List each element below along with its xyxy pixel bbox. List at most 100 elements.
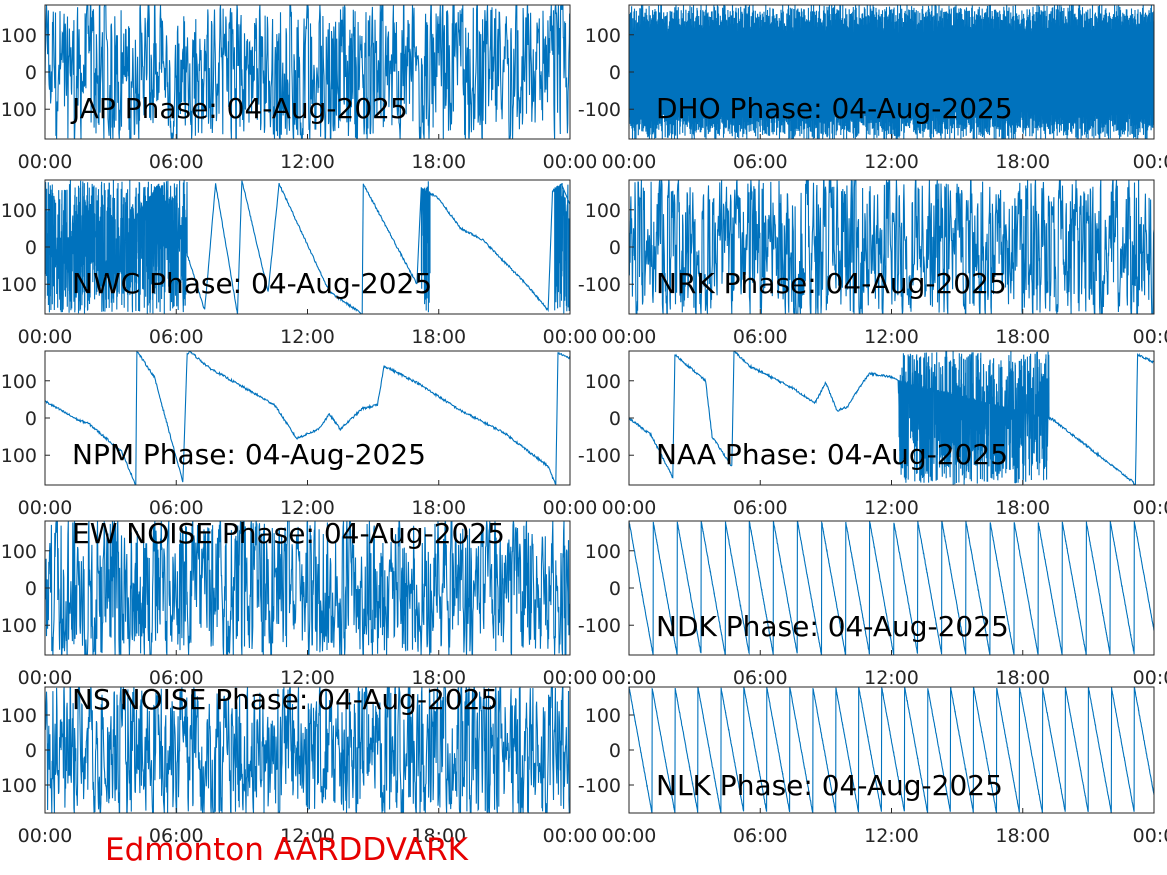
y-tick-label: 100 [1, 705, 37, 727]
x-tick-label: 12:00 [280, 326, 335, 348]
x-tick-label: 00:00 [602, 825, 657, 847]
x-tick-label: 00:00 [543, 326, 598, 348]
y-tick-label: 100 [585, 200, 621, 222]
x-tick-label: 12:00 [280, 151, 335, 173]
y-tick-label: 100 [1, 775, 37, 797]
y-tick-label: 0 [25, 237, 37, 259]
plot-area [45, 351, 570, 485]
panel-title: DHO Phase: 04-Aug-2025 [656, 92, 1013, 125]
phase-series-line [45, 521, 570, 655]
x-tick-label: 12:00 [280, 497, 335, 519]
y-tick-label: -100 [578, 445, 621, 467]
x-tick-label: 18:00 [411, 326, 466, 348]
phase-series-line [45, 351, 570, 485]
y-tick-label: 0 [25, 408, 37, 430]
x-tick-label: 00:0 [1133, 497, 1167, 519]
y-tick-label: 0 [25, 62, 37, 84]
panel-title: NRK Phase: 04-Aug-2025 [656, 267, 1007, 300]
phase-panel: 100 0 -100 00:00 06:00 12:00 18:00 00:0 NLK Phas… [578, 686, 1167, 847]
y-tick-label: 0 [609, 237, 621, 259]
x-tick-label: 00:00 [543, 497, 598, 519]
x-tick-label: 00:00 [602, 326, 657, 348]
x-tick-label: 00:00 [543, 667, 598, 689]
x-tick-label: 00:00 [18, 825, 73, 847]
x-tick-label: 12:00 [864, 151, 919, 173]
panel-title: NLK Phase: 04-Aug-2025 [656, 769, 1003, 802]
phase-series-line [629, 687, 1154, 813]
x-tick-label: 06:00 [733, 326, 788, 348]
x-tick-label: 18:00 [411, 667, 466, 689]
x-tick-label: 00:00 [18, 151, 73, 173]
y-tick-label: 100 [1, 615, 37, 637]
x-tick-label: 18:00 [995, 326, 1050, 348]
y-tick-label: 0 [609, 408, 621, 430]
x-tick-label: 00:0 [1133, 326, 1167, 348]
x-tick-label: 00:0 [1133, 151, 1167, 173]
panel-title: NS NOISE Phase: 04-Aug-2025 [72, 683, 498, 716]
x-tick-label: 06:00 [733, 497, 788, 519]
phase-panel: 100 0 -100 00:00 06:00 12:00 18:00 00:0 DHO Phas… [578, 4, 1167, 173]
panel-title: NPM Phase: 04-Aug-2025 [72, 438, 426, 471]
phase-series-line [629, 521, 1154, 655]
y-tick-label: -100 [578, 615, 621, 637]
x-tick-label: 00:00 [602, 151, 657, 173]
x-tick-label: 06:00 [149, 497, 204, 519]
y-tick-label: 0 [609, 578, 621, 600]
y-tick-label: 100 [1, 200, 37, 222]
panel-title: EW NOISE Phase: 04-Aug-2025 [72, 517, 505, 550]
y-tick-label: 100 [585, 705, 621, 727]
x-tick-label: 18:00 [995, 825, 1050, 847]
x-tick-label: 00:0 [1133, 667, 1167, 689]
phase-series-line [629, 180, 1154, 314]
x-tick-label: 12:00 [864, 825, 919, 847]
y-tick-label: -100 [578, 775, 621, 797]
x-tick-label: 00:00 [18, 667, 73, 689]
y-tick-label: 0 [25, 578, 37, 600]
y-tick-label: 100 [585, 25, 621, 47]
phase-panel: 100 0 100 00:00 06:00 12:00 18:00 00:00 NS NOISE… [1, 683, 598, 847]
phase-panel: 100 0 -100 00:00 06:00 12:00 18:00 00:0 NAA Phas… [578, 350, 1167, 519]
y-tick-label: 0 [609, 62, 621, 84]
x-tick-label: 18:00 [995, 151, 1050, 173]
phase-series-line [45, 687, 570, 813]
x-tick-label: 06:00 [149, 151, 204, 173]
x-tick-label: 00:00 [543, 151, 598, 173]
x-tick-label: 06:00 [733, 825, 788, 847]
x-tick-label: 00:00 [543, 825, 598, 847]
panel-title: NAA Phase: 04-Aug-2025 [656, 438, 1008, 471]
x-tick-label: 06:00 [149, 667, 204, 689]
panel-title: NDK Phase: 04-Aug-2025 [656, 610, 1009, 643]
x-tick-label: 12:00 [864, 497, 919, 519]
x-tick-label: 06:00 [149, 326, 204, 348]
x-tick-label: 12:00 [864, 667, 919, 689]
y-tick-label: 100 [1, 25, 37, 47]
phase-panel: 100 0 -100 00:00 06:00 12:00 18:00 00:0 NRK Phas… [578, 179, 1167, 348]
x-tick-label: 06:00 [733, 667, 788, 689]
x-tick-label: 06:00 [149, 825, 204, 847]
x-tick-label: 00:00 [18, 497, 73, 519]
y-tick-label: 100 [585, 371, 621, 393]
x-tick-label: 18:00 [411, 497, 466, 519]
x-tick-label: 00:0 [1133, 825, 1167, 847]
station-footer: Edmonton AARDDVARK [105, 832, 469, 868]
x-tick-label: 00:00 [602, 667, 657, 689]
phase-panel: 100 0 -100 00:00 06:00 12:00 18:00 00:0 NDK Phas… [578, 520, 1167, 689]
x-tick-label: 12:00 [280, 667, 335, 689]
y-tick-label: 100 [1, 541, 37, 563]
phase-panel: 100 0 100 00:00 06:00 12:00 18:00 00:00 EW NOISE… [1, 517, 598, 689]
phase-panel: 100 0 100 00:00 06:00 12:00 18:00 00:00 NWC Phas… [1, 179, 598, 348]
y-tick-label: 100 [1, 371, 37, 393]
phase-series-line [45, 180, 570, 314]
y-tick-label: -100 [578, 99, 621, 121]
y-tick-label: 100 [1, 99, 37, 121]
y-tick-label: 0 [609, 740, 621, 762]
phase-panel: 100 0 100 00:00 06:00 12:00 18:00 00:00 JAP Phas… [1, 4, 598, 173]
y-tick-label: 100 [1, 274, 37, 296]
phase-series-line [629, 351, 1154, 485]
y-tick-label: 0 [25, 740, 37, 762]
y-tick-label: 100 [585, 541, 621, 563]
x-tick-label: 18:00 [995, 667, 1050, 689]
x-tick-label: 00:00 [602, 497, 657, 519]
x-tick-label: 12:00 [280, 825, 335, 847]
